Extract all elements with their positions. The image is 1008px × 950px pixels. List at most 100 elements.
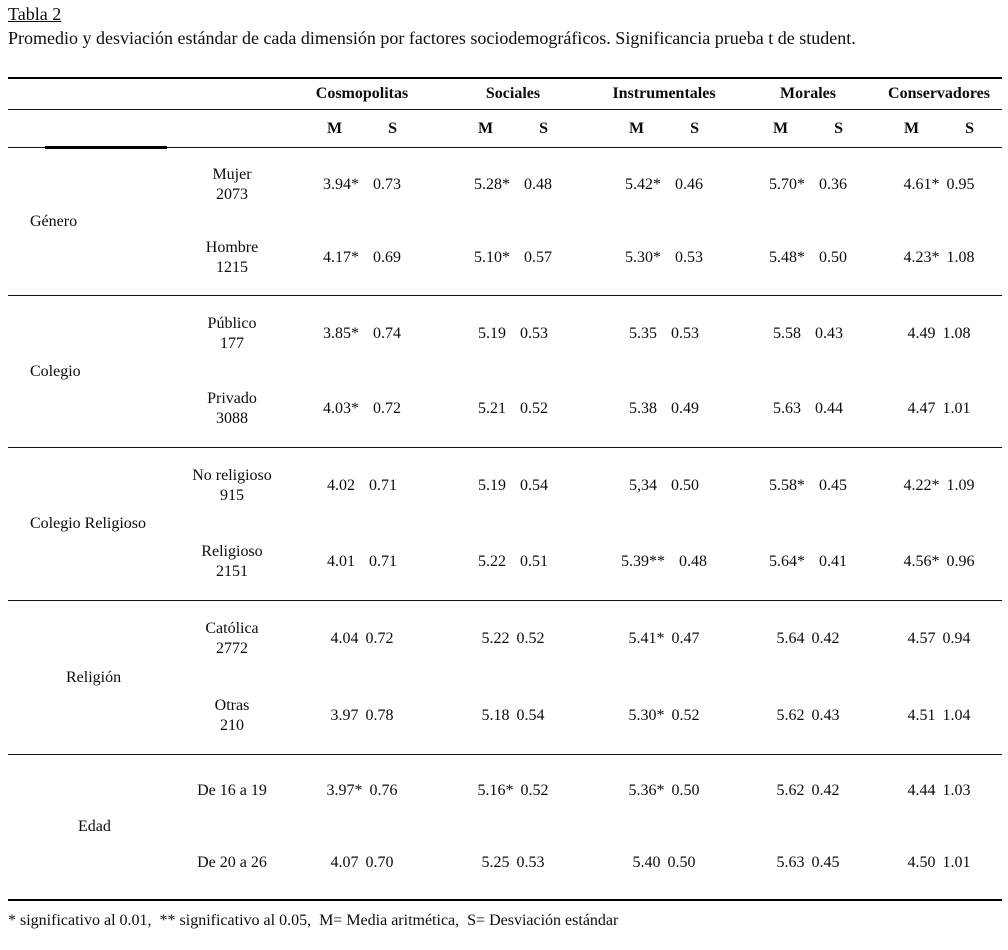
section-edad: Edad De 16 a 19 3.97* 0.76 5.16* 0.52 5.36* 0.5…	[8, 755, 1002, 899]
row-category: Religioso 2151	[178, 524, 286, 600]
row-category: Mujer 2073	[178, 148, 286, 222]
value-sd: 0.50	[671, 477, 699, 494]
value-cell: 5.21 0.52	[438, 372, 588, 448]
row-category: Católica 2772	[178, 601, 286, 678]
value-mean: 5.16*	[477, 782, 514, 799]
stat-header-s: S	[690, 119, 699, 137]
value-sd: 0.52	[520, 400, 548, 418]
value-mean: 4.04	[330, 630, 359, 648]
row-label: De 16 a 19	[197, 782, 267, 799]
value-sd: 0.95	[946, 175, 975, 193]
value-sd: 0.48	[524, 175, 552, 193]
value-mean: 4.56*	[903, 553, 940, 570]
stat-header-m: M	[903, 119, 920, 137]
value-sd: 0.70	[365, 854, 394, 871]
value-mean: 5.19	[478, 324, 506, 342]
value-sd: 0.71	[369, 553, 397, 570]
value-mean: 4.03*	[323, 400, 359, 418]
value-mean: 5.28*	[474, 175, 510, 193]
row-count: 210	[220, 716, 244, 734]
value-cell: 4.47 1.01	[876, 372, 1002, 448]
value-cell: 5.28* 0.48	[438, 148, 588, 222]
row-label: Público	[207, 314, 257, 332]
value-sd: 0.78	[365, 706, 394, 724]
value-cell: 4.02 0.71	[286, 448, 438, 524]
value-mean: 4.17*	[323, 249, 359, 267]
value-sd: 0.53	[520, 324, 548, 342]
value-cell: 5.58* 0.45	[740, 448, 876, 524]
value-sd: 1.01	[942, 400, 971, 418]
value-mean: 5.18	[481, 706, 510, 724]
value-sd: 1.01	[942, 854, 971, 871]
value-sd: 1.03	[942, 782, 971, 799]
value-cell: 4.04 0.72	[286, 601, 438, 678]
value-cell: 4.03* 0.72	[286, 372, 438, 448]
value-cell: 5.42* 0.46	[588, 148, 740, 222]
value-sd: 0.53	[516, 854, 545, 871]
value-cell: 5.30* 0.52	[588, 678, 740, 755]
value-sd: 0.50	[671, 782, 700, 799]
value-sd: 0.43	[811, 706, 840, 724]
value-mean: 5.63	[776, 854, 805, 871]
table-footnote: * significativo al 0.01, ** significativ…	[8, 912, 619, 929]
value-sd: 0.69	[373, 249, 401, 267]
row-category: De 20 a 26	[178, 827, 286, 899]
value-cell: 5.18 0.54	[438, 678, 588, 755]
value-cell: 4.57 0.94	[876, 601, 1002, 678]
value-sd: 0.71	[369, 477, 397, 494]
value-sd: 0.54	[520, 477, 548, 494]
value-cell: 5.41* 0.47	[588, 601, 740, 678]
value-sd: 0.52	[520, 782, 549, 799]
value-mean: 5.58*	[769, 477, 805, 494]
value-mean: 5,34	[629, 477, 657, 494]
value-mean: 4.50	[907, 854, 936, 871]
value-cell: 5.63 0.45	[740, 827, 876, 899]
row-category: Privado 3088	[178, 372, 286, 448]
value-cell: 3.85* 0.74	[286, 296, 438, 372]
value-cell: 5.64* 0.41	[740, 524, 876, 600]
row-label: Hombre	[205, 239, 259, 257]
table-title: Tabla 2	[8, 4, 62, 24]
value-mean: 5.22	[481, 630, 510, 648]
value-mean: 3.94*	[323, 175, 359, 193]
value-cell: 5.10* 0.57	[438, 222, 588, 296]
value-mean: 5.10*	[474, 249, 510, 267]
section-religión: Religión Católica 2772 4.04 0.72 5.22 0.52 5.41…	[8, 601, 1002, 755]
value-mean: 4.44	[907, 782, 936, 799]
stats-table: Cosmopolitas Sociales Instrumentales Morale…	[8, 77, 1002, 901]
value-sd: 0.96	[946, 553, 975, 570]
row-label: De 20 a 26	[197, 854, 267, 871]
value-mean: 4.47	[907, 400, 936, 418]
value-sd: 0.45	[819, 477, 847, 494]
value-cell: 5.16* 0.52	[438, 755, 588, 827]
value-sd: 0.76	[369, 782, 398, 799]
value-mean: 5.35	[629, 324, 657, 342]
value-mean: 5.42*	[625, 175, 661, 193]
value-mean: 5.38	[629, 400, 657, 418]
value-sd: 0.74	[373, 324, 401, 342]
row-label: Privado	[207, 390, 257, 408]
value-mean: 5.30*	[625, 249, 661, 267]
value-mean: 4.07	[330, 854, 359, 871]
value-sd: 0.72	[365, 630, 394, 648]
group-label: Colegio Religioso	[30, 515, 146, 532]
row-count: 1215	[216, 259, 248, 277]
value-sd: 0.47	[671, 630, 700, 648]
value-mean: 5.64*	[769, 553, 805, 570]
value-cell: 5.19 0.54	[438, 448, 588, 524]
value-cell: 4.44 1.03	[876, 755, 1002, 827]
value-sd: 0.46	[675, 175, 703, 193]
stat-header-s: S	[539, 119, 548, 137]
value-sd: 0.44	[815, 400, 843, 418]
table-caption: Promedio y desviación estándar de cada d…	[8, 28, 856, 48]
row-label: Religioso	[201, 543, 263, 560]
value-sd: 0.48	[679, 553, 707, 570]
value-sd: 0.42	[811, 630, 840, 648]
section-colegio: Colegio Público 177 3.85* 0.74 5.19 0.53 5.35 0.…	[8, 296, 1002, 448]
value-mean: 4.57	[907, 630, 936, 648]
stat-header-s: S	[965, 119, 974, 137]
value-mean: 4.51	[907, 706, 936, 724]
